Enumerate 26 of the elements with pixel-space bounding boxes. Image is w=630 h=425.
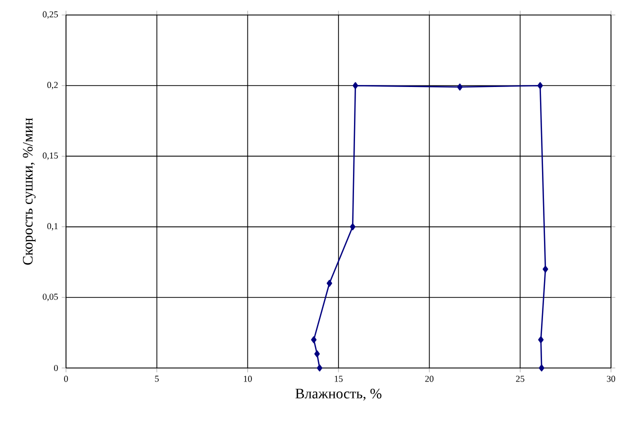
point (311, 336, 317, 344)
x-tick-label: 0 (64, 376, 68, 382)
x-tick-label: 5 (155, 376, 159, 382)
point (314, 350, 320, 358)
y-tick-label: 0,15 (42, 152, 58, 160)
point (316, 364, 322, 372)
point (537, 82, 543, 90)
point (538, 336, 544, 344)
x-tick-label: 10 (244, 376, 252, 382)
point (352, 82, 358, 90)
point (542, 266, 548, 273)
y-tick-label: 0,2 (47, 82, 58, 90)
x-tick-label: 25 (516, 376, 524, 382)
point (326, 280, 332, 287)
x-tick-label: 20 (425, 376, 434, 382)
y-tick-label: 0 (54, 364, 58, 372)
point (350, 223, 356, 230)
y-tick-label: 0,05 (42, 294, 58, 302)
x-tick-label: 30 (606, 376, 616, 382)
y-tick-label: 0,1 (47, 223, 58, 230)
y-tick-label: 0,25 (42, 11, 58, 19)
y-axis-title: Скорость сушки, %/мин (22, 118, 36, 265)
point (538, 364, 544, 372)
x-axis-title: Влажность, % (295, 388, 382, 401)
x-tick-label: 15 (334, 376, 343, 382)
point (457, 84, 463, 90)
